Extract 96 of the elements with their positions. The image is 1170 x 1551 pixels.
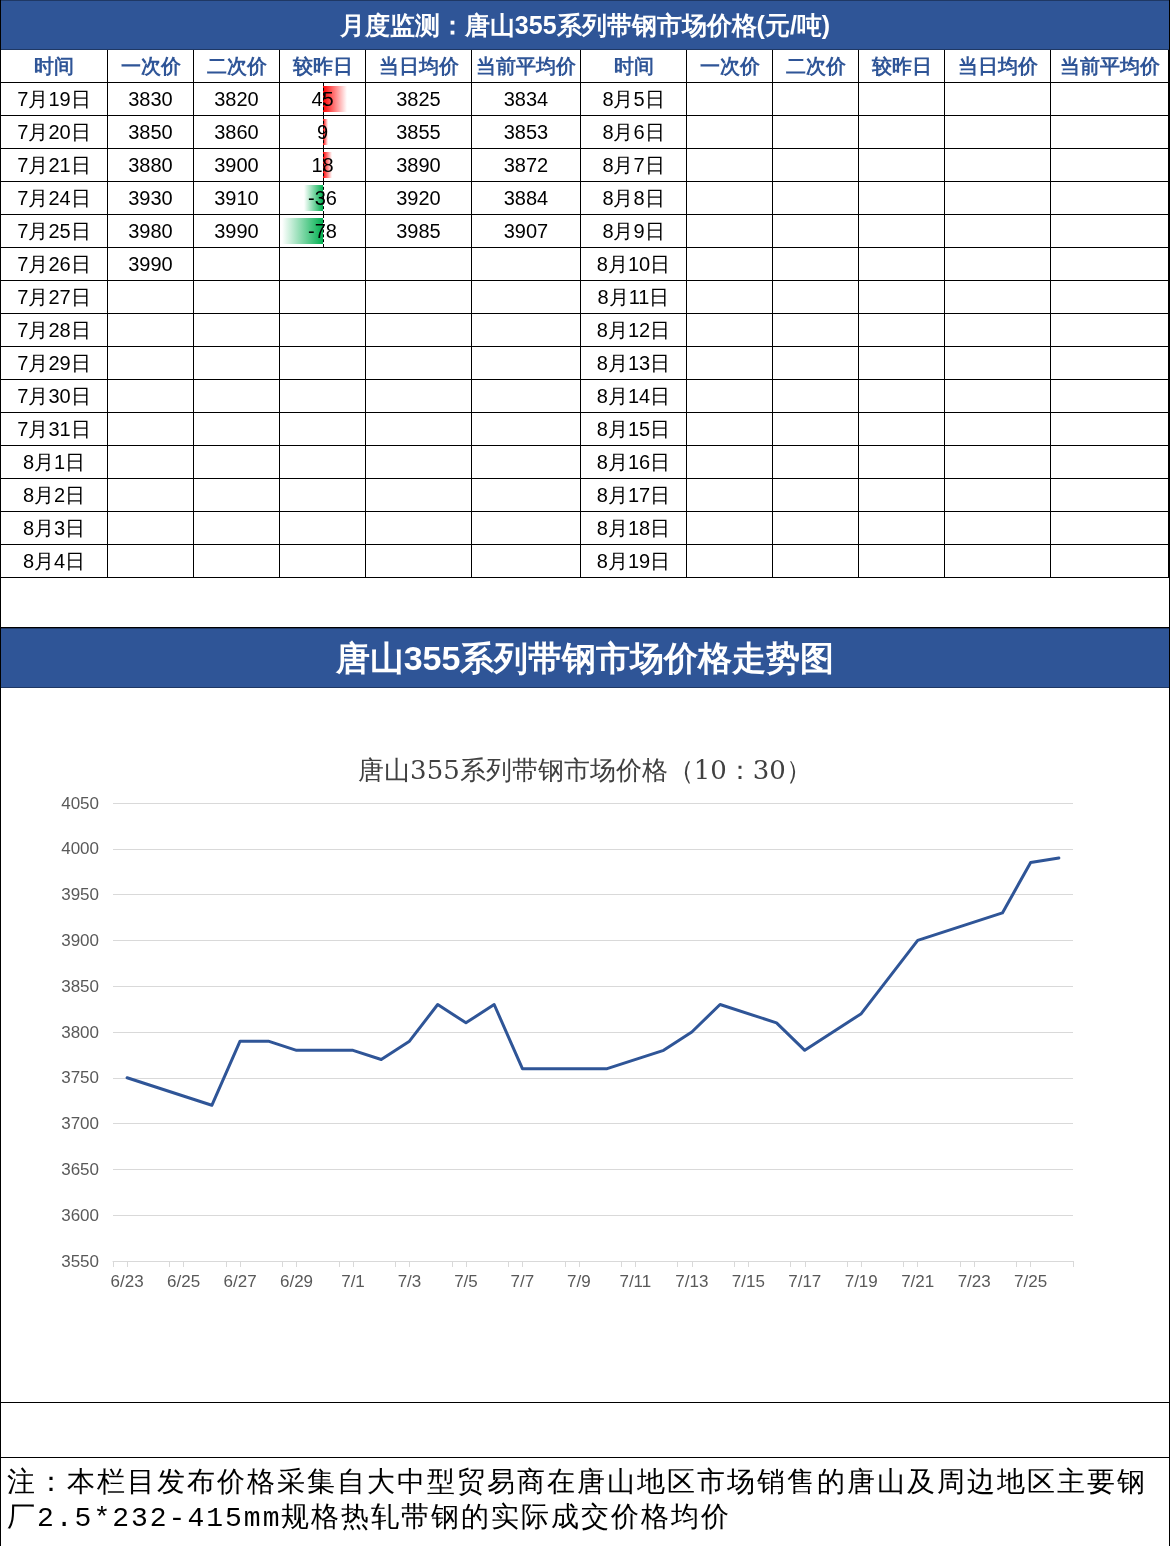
data-label: 3820 — [214, 88, 259, 110]
x-tick-label: 7/15 — [731, 1272, 765, 1291]
text: 一次价 — [120, 55, 181, 77]
y-tick-label: 3700 — [61, 1114, 99, 1134]
category-label: 8月1日 — [22, 451, 86, 473]
y-tick-label: 4000 — [61, 839, 99, 859]
y-tick-label: 3950 — [61, 885, 99, 905]
x-tick-label: 7/13 — [675, 1272, 709, 1291]
category-label: 8月13日 — [596, 352, 671, 374]
chart-subtitle: 唐山355系列带钢市场价格（10：30） — [358, 755, 812, 785]
category-label: 7月28日 — [17, 319, 91, 341]
category-label: 7月20日 — [17, 121, 91, 143]
x-tick-label: 7/9 — [567, 1272, 591, 1291]
y-tick-label: 3550 — [61, 1251, 99, 1271]
x-tick-label: 7/5 — [454, 1272, 478, 1291]
data-label: 3907 — [503, 220, 549, 242]
category-label: 8月15日 — [596, 418, 671, 440]
category-label: 7月27日 — [17, 286, 91, 308]
text: 一次价 — [699, 55, 760, 77]
category-label: 8月11日 — [597, 286, 670, 308]
category-label: 8月7日 — [602, 154, 665, 176]
category-label: 8月18日 — [596, 517, 671, 539]
category-label: 7月29日 — [17, 352, 91, 374]
text: 较昨日 — [871, 55, 932, 77]
data-label: 3850 — [128, 121, 173, 143]
x-tick-label: 6/23 — [110, 1272, 144, 1291]
category-label: 8月12日 — [596, 319, 671, 341]
data-label: 3860 — [214, 121, 259, 143]
data-label: 3880 — [128, 154, 173, 176]
category-label: 8月4日 — [22, 550, 86, 572]
category-label: 8月9日 — [602, 220, 665, 242]
x-tick-label: 7/23 — [957, 1272, 991, 1291]
x-tick-label: 6/25 — [167, 1272, 201, 1291]
category-label: 8月14日 — [596, 385, 671, 407]
category-label: 8月6日 — [602, 121, 665, 143]
category-label: 7月21日 — [17, 154, 91, 176]
data-label: 3990 — [214, 220, 259, 242]
x-tick-label: 6/27 — [223, 1272, 257, 1291]
category-label: 8月16日 — [596, 451, 671, 473]
text: 注：本栏目发布价格采集自大中型贸易商在唐山地区市场销售的唐山及周边地区主要钢厂2.5*232-415mm规格热轧带钢的实际成交价格均价 — [6, 1466, 1148, 1536]
x-tick-label: 6/29 — [279, 1272, 314, 1291]
chart-title: 唐山355系列带钢市场价格走势图 — [1, 628, 1169, 688]
category-label: 7月19日 — [17, 88, 91, 110]
data-label: 3930 — [128, 187, 173, 209]
text: 月度监测：唐山355系列带钢市场价格(元/吨) — [1, 0, 1169, 50]
y-tick-label: 4050 — [61, 793, 99, 813]
text: 当前平均价 — [1059, 55, 1160, 77]
category-label: 7月25日 — [17, 220, 91, 242]
text: 当日均价 — [957, 55, 1038, 77]
y-tick-label: 3750 — [61, 1068, 99, 1088]
y-tick-label: 3850 — [61, 976, 99, 996]
category-label: 7月31日 — [17, 418, 91, 440]
y-tick-label: 3650 — [61, 1159, 99, 1179]
category-label: 7月24日 — [17, 187, 91, 209]
category-label: 8月17日 — [596, 484, 671, 506]
x-tick-label: 7/7 — [510, 1272, 535, 1291]
x-tick-label: 7/3 — [397, 1272, 422, 1291]
x-tick-label: 7/11 — [619, 1272, 652, 1291]
data-label: 3830 — [128, 88, 173, 110]
x-tick-label: 7/25 — [1014, 1272, 1048, 1291]
data-label: 3990 — [128, 253, 173, 275]
text: 二次价 — [206, 55, 267, 77]
text: 时间 — [34, 55, 74, 77]
text: 当日均价 — [378, 55, 459, 77]
category-label: 8月5日 — [602, 88, 665, 110]
y-tick-label: 3900 — [61, 930, 99, 950]
data-label: 3884 — [503, 187, 549, 209]
data-label: 3853 — [503, 121, 549, 143]
y-tick-label: 3600 — [61, 1205, 99, 1225]
data-label: 3834 — [503, 88, 549, 110]
data-label: 3855 — [396, 121, 441, 143]
x-tick-label: 7/21 — [901, 1272, 935, 1291]
data-label: 3980 — [128, 220, 173, 242]
line-series — [125, 856, 1061, 1107]
category-label: 8月8日 — [602, 187, 665, 209]
x-tick-label: 7/1 — [341, 1272, 365, 1291]
data-label: 3872 — [503, 154, 549, 176]
y-tick-label: 3800 — [61, 1022, 99, 1042]
x-tick-label: 7/17 — [788, 1272, 822, 1291]
data-label: 3910 — [214, 187, 259, 209]
data-label: 3900 — [214, 154, 259, 176]
data-label: 3890 — [396, 154, 441, 176]
data-label: 3920 — [396, 187, 441, 209]
category-label: 8月19日 — [596, 550, 671, 572]
x-tick-label: 7/19 — [844, 1272, 878, 1291]
text: 二次价 — [785, 55, 846, 77]
data-label: 3985 — [396, 220, 441, 242]
category-label: 8月2日 — [22, 484, 86, 506]
text: 当前平均价 — [476, 55, 576, 77]
text: 较昨日 — [292, 55, 353, 77]
category-label: 8月10日 — [596, 253, 671, 275]
data-label: 3825 — [396, 88, 441, 110]
text: 时间 — [613, 55, 654, 77]
category-label: 8月3日 — [22, 517, 86, 539]
category-label: 7月30日 — [17, 385, 91, 407]
category-label: 7月26日 — [17, 253, 91, 275]
